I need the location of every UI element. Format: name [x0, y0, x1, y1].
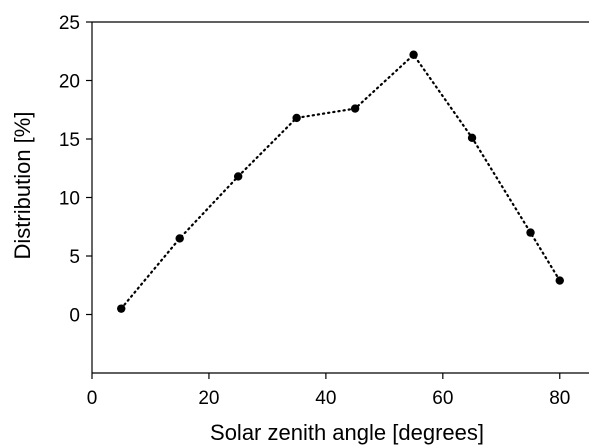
y-tick-label: 25: [59, 13, 80, 34]
series-line: [120, 53, 561, 310]
data-point: [409, 50, 418, 59]
x-tick-label: 20: [198, 388, 219, 409]
data-point: [526, 228, 535, 237]
data-points: [117, 50, 564, 313]
y-tick-label: 20: [59, 72, 80, 93]
x-tick-label: 40: [315, 388, 336, 409]
y-tick-label: 15: [59, 130, 80, 151]
data-point: [175, 234, 184, 243]
y-tick-label: 0: [69, 306, 80, 327]
data-point: [292, 113, 301, 123]
data-point: [233, 172, 243, 181]
x-tick-label: 60: [432, 388, 453, 409]
x-axis-title: Solar zenith angle [degrees]: [210, 420, 484, 445]
y-tick-label: 5: [69, 247, 80, 268]
x-tick-label: 80: [549, 388, 570, 409]
series-line-group: [120, 53, 561, 310]
data-point: [350, 104, 360, 113]
y-ticks: 0 5 10 15 20 25: [59, 13, 92, 327]
x-ticks: 0 20 40 60 80: [87, 373, 570, 409]
y-tick-label: 10: [59, 189, 80, 210]
data-point: [117, 304, 126, 313]
y-axis-title: Distribution [%]: [10, 112, 35, 260]
data-point: [555, 276, 564, 285]
data-point: [467, 133, 477, 143]
x-tick-label: 0: [87, 388, 98, 409]
axes: [91, 21, 589, 374]
